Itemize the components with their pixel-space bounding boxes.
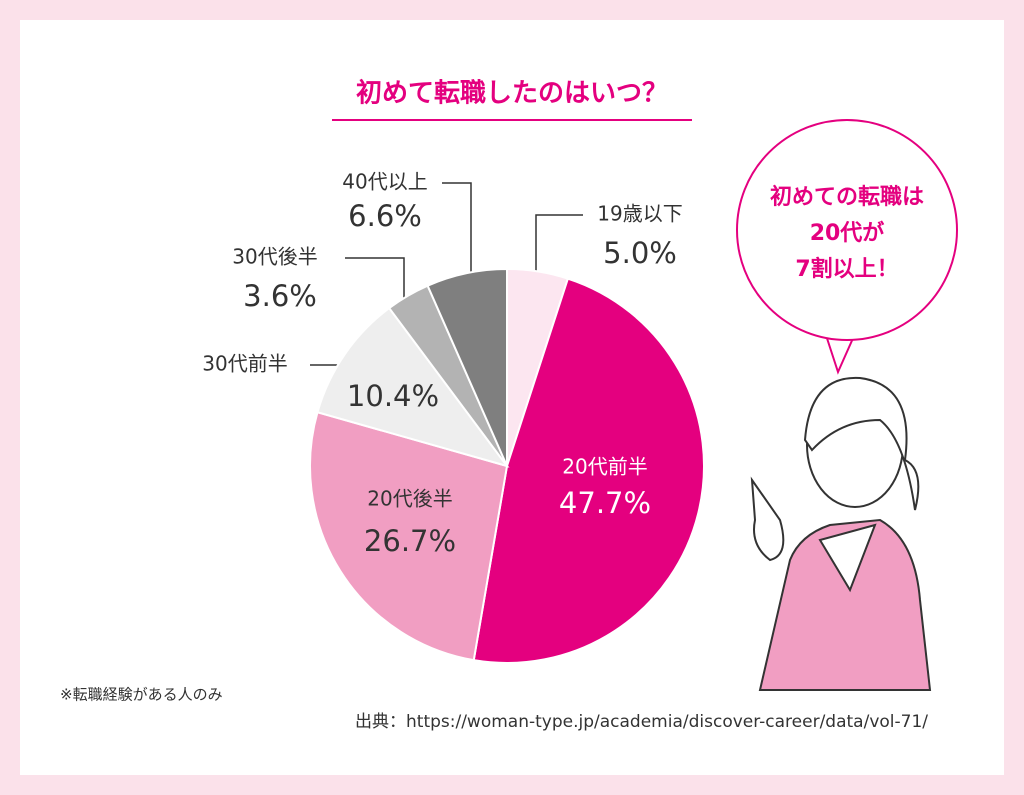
category-label: 20代前半 bbox=[562, 455, 647, 479]
illustration bbox=[750, 376, 932, 691]
note: ※転職経験がある人のみ bbox=[60, 686, 223, 704]
pie-slice bbox=[472, 277, 705, 664]
hair bbox=[803, 376, 920, 511]
category-label: 30代後半 bbox=[232, 245, 317, 269]
value-label: 26.7% bbox=[364, 524, 456, 558]
pie-slice bbox=[316, 306, 510, 468]
leader-line bbox=[535, 214, 583, 280]
source: 出典：https://woman-type.jp/academia/discov… bbox=[355, 712, 928, 732]
category-label: 40代以上 bbox=[342, 170, 427, 194]
annotation: 7割以上！ bbox=[795, 256, 898, 282]
pie-slice bbox=[309, 410, 509, 662]
value-label: 3.6% bbox=[243, 279, 317, 313]
category-label: 20代後半 bbox=[367, 487, 452, 511]
leader-lines bbox=[310, 182, 583, 366]
annotation: 初めての転職は bbox=[770, 184, 924, 210]
category-label: 30代前半 bbox=[202, 352, 287, 376]
value-label: 6.6% bbox=[348, 199, 422, 233]
pie-slice bbox=[426, 267, 508, 467]
leader-line bbox=[442, 182, 472, 275]
value-label: 5.0% bbox=[603, 236, 677, 270]
shirt bbox=[818, 523, 877, 593]
hand bbox=[750, 476, 785, 562]
bubble-join bbox=[826, 312, 858, 326]
annotation: 20代が bbox=[810, 220, 885, 246]
chart-title: 初めて転職したのはいつ？ bbox=[356, 79, 668, 109]
leader-line bbox=[345, 257, 405, 305]
speech-bubble bbox=[736, 119, 958, 375]
jacket bbox=[758, 518, 932, 691]
value-label: 10.4% bbox=[347, 379, 439, 413]
bubble bbox=[736, 119, 958, 341]
value-label: 47.7% bbox=[559, 486, 651, 520]
category-label: 19歳以下 bbox=[597, 202, 682, 226]
